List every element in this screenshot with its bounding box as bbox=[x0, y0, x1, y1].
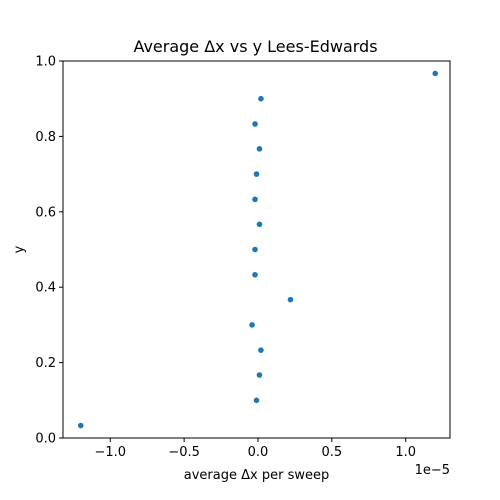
x-tick-label: 0.0 bbox=[248, 445, 269, 460]
y-axis-label: y bbox=[12, 245, 27, 253]
plot-frame bbox=[62, 60, 451, 439]
data-point bbox=[252, 196, 258, 203]
data-point bbox=[256, 146, 263, 152]
y-tick-label: 0.4 bbox=[35, 281, 56, 296]
y-tick-label: 0.6 bbox=[35, 205, 56, 220]
x-tick-label: −1.0 bbox=[94, 445, 126, 460]
data-point bbox=[252, 246, 258, 253]
data-point bbox=[258, 95, 264, 102]
data-point bbox=[256, 221, 263, 228]
y-tick-label: 0.0 bbox=[35, 432, 56, 447]
data-point bbox=[77, 422, 84, 429]
data-point bbox=[249, 322, 255, 328]
data-point bbox=[287, 296, 294, 303]
x-tick-label: 0.5 bbox=[321, 445, 342, 460]
y-tick-label: 0.8 bbox=[35, 130, 56, 145]
x-axis: −1.0 −0.5 0.0 0.5 1.0 bbox=[94, 438, 416, 460]
data-point bbox=[252, 121, 258, 127]
x-axis-scale-label: 1e−5 bbox=[415, 463, 450, 478]
y-axis: 0.0 0.2 0.4 0.6 0.8 1.0 bbox=[35, 55, 63, 447]
data-point bbox=[253, 397, 260, 404]
data-point bbox=[258, 347, 264, 353]
y-tick-label: 0.2 bbox=[35, 356, 56, 371]
data-point bbox=[252, 271, 258, 278]
data-point bbox=[256, 372, 263, 378]
x-tick-label: −0.5 bbox=[168, 445, 200, 460]
x-tick-label: 1.0 bbox=[395, 445, 416, 460]
y-tick-label: 1.0 bbox=[35, 55, 56, 70]
chart-title: Average Δx vs y Lees-Edwards bbox=[133, 37, 377, 56]
plot-area bbox=[62, 60, 451, 439]
x-axis-label: average Δx per sweep bbox=[184, 468, 329, 483]
data-points bbox=[77, 70, 439, 429]
data-point bbox=[432, 70, 439, 77]
data-point bbox=[253, 171, 260, 177]
